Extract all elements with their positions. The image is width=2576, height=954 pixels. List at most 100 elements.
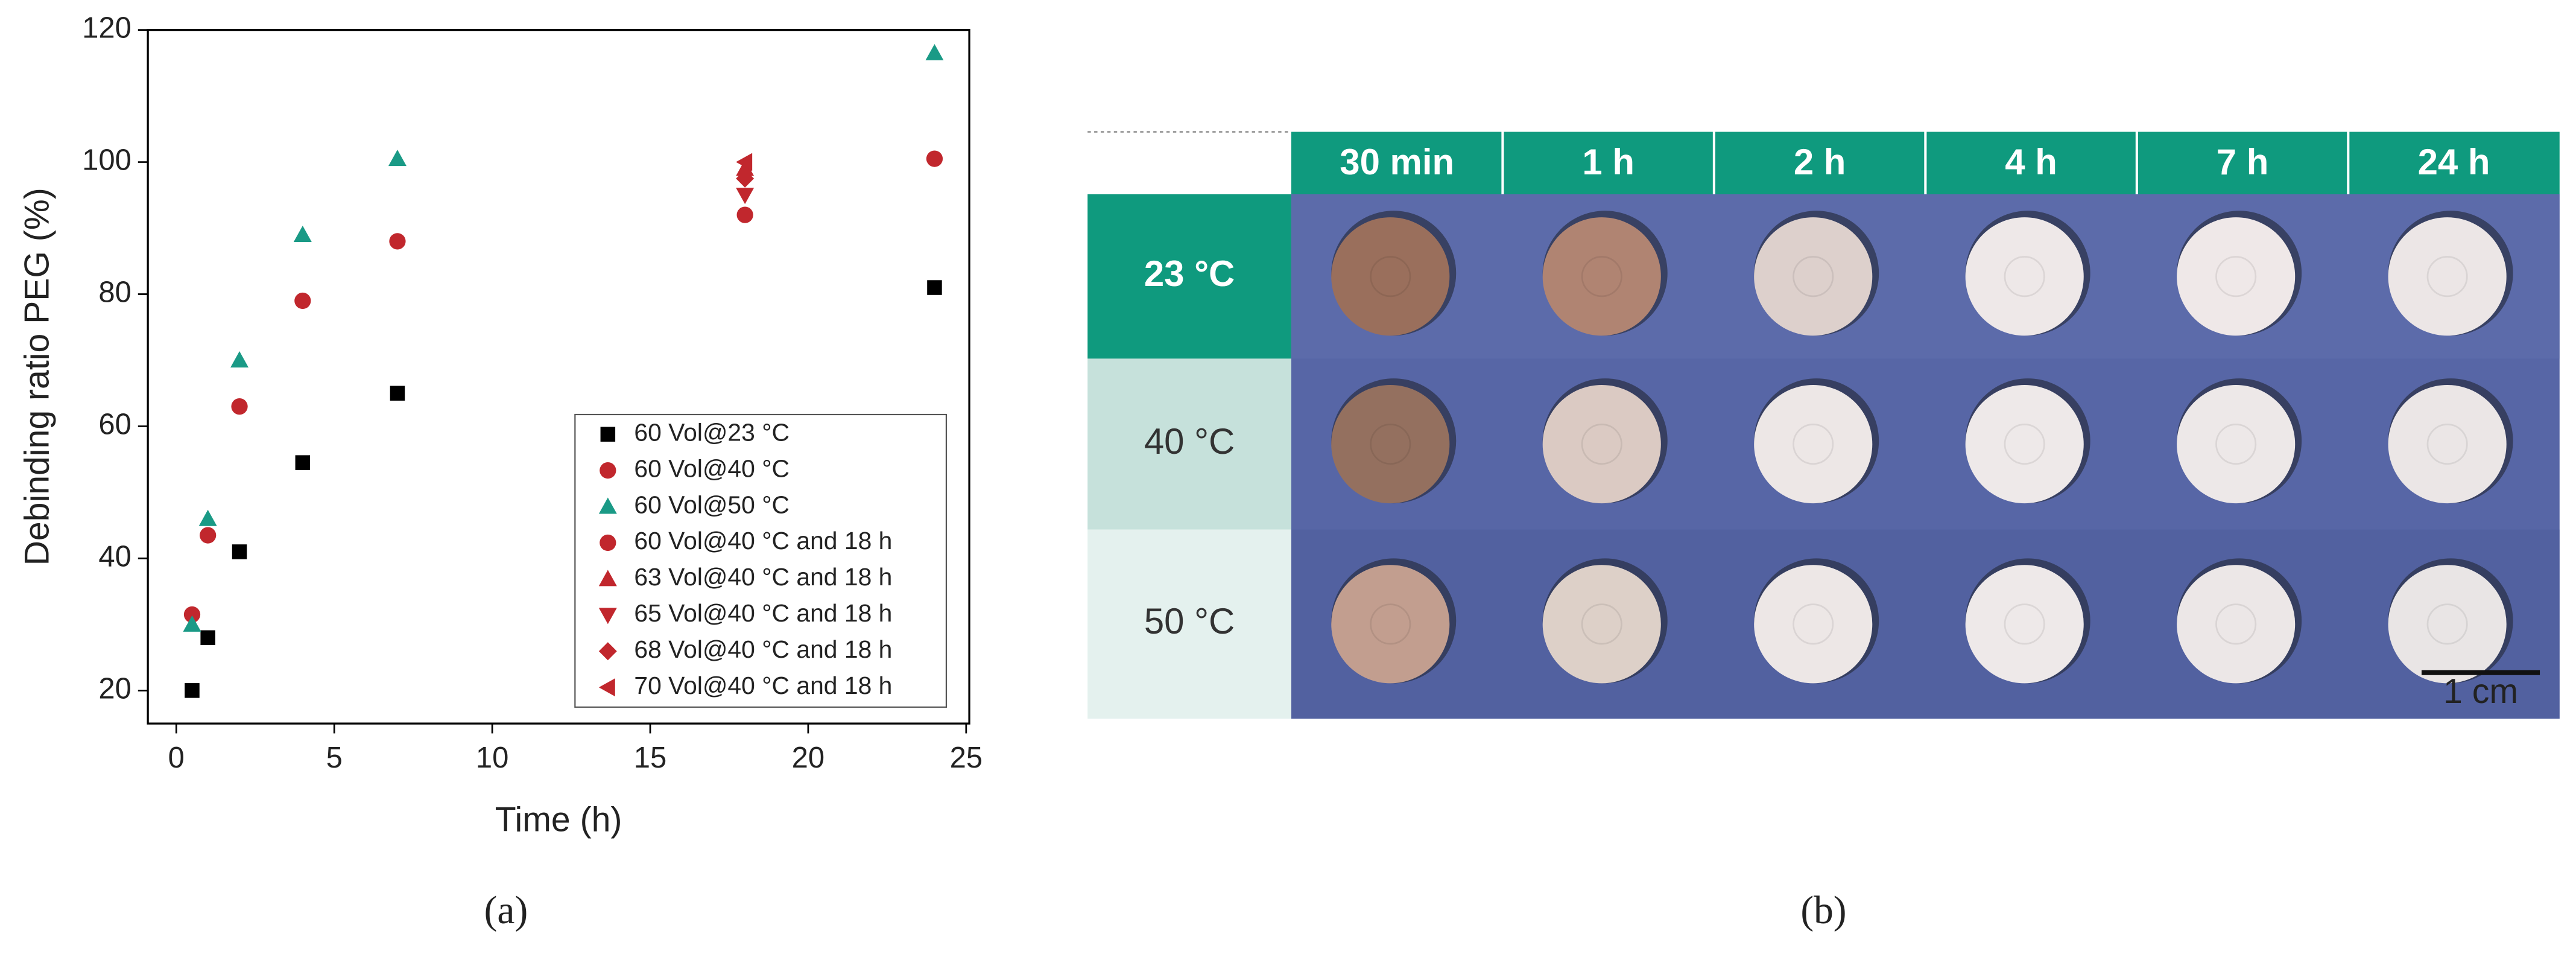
column-header: 4 h [2005, 142, 2057, 182]
marker [927, 280, 942, 295]
y-tick-label: 120 [82, 12, 131, 45]
legend-label: 63 Vol@40 °C and 18 h [634, 563, 892, 591]
disk [1542, 384, 1661, 504]
row-header [1087, 194, 1291, 359]
legend-marker [598, 678, 615, 697]
disk-center [2004, 603, 2045, 645]
photo-panel: 30 min 1 h 2 h 4 h 7 h 24 h 23 °C 40 °C 50 °C 1 c… [1087, 131, 2560, 719]
x-axis-title: Time (h) [495, 801, 622, 839]
x-tick-label: 10 [476, 742, 509, 774]
y-tick-label: 80 [98, 276, 131, 308]
marker [200, 630, 215, 646]
y-tick-label: 20 [98, 672, 131, 705]
marker [736, 169, 755, 188]
disk [1754, 384, 1873, 504]
y-tick-label: 40 [98, 540, 131, 573]
row-label: 40 °C [1144, 421, 1235, 462]
marker [389, 233, 406, 250]
marker [926, 150, 943, 167]
plot-frame [147, 28, 970, 725]
disk-center [1370, 603, 1411, 645]
disk-center [2215, 256, 2257, 297]
marker [388, 150, 407, 167]
marker [736, 153, 753, 171]
y-tick-label: 100 [82, 144, 131, 177]
disk-center [2004, 256, 2045, 297]
legend-label: 60 Vol@40 °C and 18 h [634, 527, 892, 555]
scale-label: 1 cm [2443, 672, 2518, 711]
marker [293, 225, 312, 242]
disk-center [1793, 603, 1834, 645]
marker [198, 509, 217, 526]
column-header: 30 min [1340, 142, 1454, 182]
legend-marker [598, 497, 617, 514]
disk-center [2215, 603, 2257, 645]
chart: 0 5 10 15 20 25 20 40 60 80 100 120 Time (h) Debindin… [17, 12, 983, 839]
disk [1331, 217, 1450, 336]
disk-center [1581, 423, 1622, 465]
disk-center [1581, 603, 1622, 645]
marker [925, 43, 944, 60]
legend-marker [600, 427, 616, 442]
photo-band [1291, 194, 2560, 359]
disk-center [1793, 256, 1834, 297]
legend-marker [598, 608, 617, 625]
disk-center [2426, 256, 2468, 297]
disk-center [2426, 603, 2468, 645]
marker [736, 206, 753, 223]
panel-label: (a) [484, 889, 528, 932]
disk-center [1793, 423, 1834, 465]
disk [1331, 384, 1450, 504]
marker [230, 351, 249, 367]
disk-center [2004, 423, 2045, 465]
disk [2177, 384, 2296, 504]
disk [1965, 565, 2084, 684]
column-header: 2 h [1794, 142, 1846, 182]
row-label: 23 °C [1144, 253, 1235, 294]
column-header: 7 h [2217, 142, 2269, 182]
disk [1965, 384, 2084, 504]
legend-box [574, 413, 948, 708]
legend-label: 70 Vol@40 °C and 18 h [634, 672, 892, 699]
row-header [1087, 529, 1291, 719]
marker [183, 615, 201, 632]
disk [1754, 217, 1873, 336]
y-axis-title: Debinding ratio PEG (%) [17, 188, 56, 565]
x-tick-label: 0 [168, 742, 185, 774]
legend-marker [600, 462, 616, 479]
disk [2388, 217, 2507, 336]
row-header [1087, 358, 1291, 530]
marker [185, 683, 200, 698]
marker [295, 455, 311, 470]
y-tick-label: 60 [98, 408, 131, 440]
marker [183, 606, 201, 623]
legend-marker [598, 570, 617, 587]
disk [1754, 565, 1873, 684]
legend-marker [600, 534, 616, 552]
disk [1542, 217, 1661, 336]
disk [2388, 565, 2507, 684]
legend-label: 65 Vol@40 °C and 18 h [634, 599, 892, 627]
disk [2177, 565, 2296, 684]
disk-center [2215, 423, 2257, 465]
marker [736, 188, 755, 205]
disk [1965, 217, 2084, 336]
marker [232, 544, 247, 559]
legend-label: 60 Vol@50 °C [634, 491, 790, 518]
legend-marker [598, 642, 617, 661]
disk [2177, 217, 2296, 336]
marker [294, 292, 311, 310]
column-header: 1 h [1582, 142, 1635, 182]
disk [1542, 565, 1661, 684]
disk [1331, 565, 1450, 684]
legend-label: 60 Vol@23 °C [634, 418, 790, 446]
disk-center [1581, 256, 1622, 297]
row-label: 50 °C [1144, 601, 1235, 641]
marker [231, 398, 248, 415]
marker [390, 386, 405, 401]
disk-center [1370, 423, 1411, 465]
disk-center [2426, 423, 2468, 465]
photo-band [1291, 529, 2560, 719]
